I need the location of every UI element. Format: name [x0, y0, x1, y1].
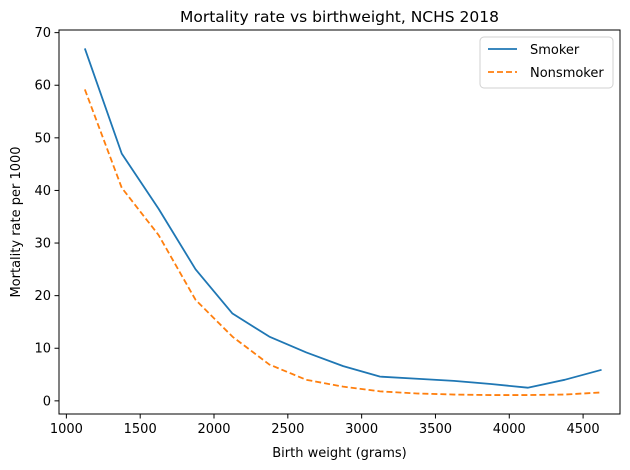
- x-tick-label-4500: 4500: [567, 422, 600, 437]
- x-tick-label-3000: 3000: [345, 422, 378, 437]
- plot-frame: [58, 29, 621, 415]
- x-tick-label-1500: 1500: [124, 422, 157, 437]
- y-tick-label-10: 10: [34, 342, 51, 357]
- y-tick-label-40: 40: [34, 184, 51, 199]
- x-axis-label: Birth weight (grams): [272, 446, 406, 461]
- x-tick-label-2000: 2000: [197, 422, 230, 437]
- x-tick-label-2500: 2500: [271, 422, 304, 437]
- y-tick-label-30: 30: [34, 237, 51, 252]
- legend: Smoker Nonsmoker: [479, 36, 614, 89]
- y-tick-label-60: 60: [34, 79, 51, 94]
- y-tick-label-70: 70: [34, 26, 51, 41]
- y-tick-label-50: 50: [34, 131, 51, 146]
- y-tick-label-20: 20: [34, 289, 51, 304]
- nonsmoker-series-line: [83, 89, 602, 396]
- y-axis: 0 10 20 30 40 50 60 70: [34, 26, 59, 409]
- legend-smoker-text: Smoker: [530, 43, 580, 58]
- smoker-series-line: [83, 48, 602, 389]
- legend-nonsmoker-text: Nonsmoker: [530, 66, 604, 81]
- y-axis-label: Mortality rate per 1000: [9, 146, 24, 297]
- x-tick-label-3500: 3500: [419, 422, 452, 437]
- chart-title: Mortality rate vs birthweight, NCHS 2018: [180, 8, 499, 26]
- x-tick-label-1000: 1000: [50, 422, 83, 437]
- plot-layer: [83, 48, 602, 396]
- x-axis: 1000 1500 2000 2500 3000 3500 4000 4500: [50, 414, 600, 437]
- x-tick-label-4000: 4000: [493, 422, 526, 437]
- y-tick-label-0: 0: [43, 394, 51, 409]
